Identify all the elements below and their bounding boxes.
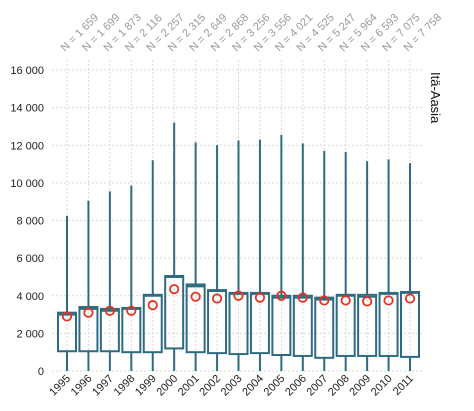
y-tick-label: 4 000 [16,291,44,303]
mean-marker [383,295,394,306]
box-2007 [314,150,335,371]
box-1997 [99,191,120,371]
box-series [57,122,420,371]
mean-marker [340,295,351,306]
mean-marker [276,290,287,301]
x-tick-label: 2002 [197,373,223,399]
mean-marker [126,305,137,316]
x-tick-label: 1996 [69,373,95,399]
box-2008 [335,151,356,371]
x-tick-label: 2006 [283,373,309,399]
box-2003 [228,140,249,371]
mean-marker [254,292,266,303]
x-tick-label: 1999 [133,373,159,399]
box-1998 [121,185,142,371]
x-tick-label: 2003 [219,373,245,399]
x-tick-label: 1995 [47,373,73,399]
y-tick-label: 0 [38,366,44,378]
box-body [142,293,163,354]
x-tick-label: 1998 [112,373,138,399]
mean-markers [61,284,416,322]
box-2000 [164,122,185,371]
y-tick-label: 6 000 [16,253,44,265]
mean-marker [233,290,244,301]
y-axis-tick-labels: 0 2 000 4 000 6 000 8 000 10 000 12 000 14 000 1… [10,65,44,378]
y-tick-label: 8 000 [16,216,44,228]
box-2002 [207,145,228,371]
x-tick-label: 2007 [305,373,331,399]
y-tick-label: 14 000 [10,103,44,115]
box-2005 [271,134,292,371]
x-tick-label: 2001 [176,373,202,399]
x-tick-label: 2010 [369,373,395,399]
y-tick-label: 16 000 [10,65,44,77]
box-2009 [357,161,378,371]
x-tick-label: 2005 [262,373,288,399]
x-tick-label: 2009 [347,373,373,399]
box-2011 [400,163,420,371]
x-tick-label: 2004 [240,373,266,399]
box-2010 [378,159,399,371]
mean-marker [61,311,73,322]
box-body [185,283,206,354]
mean-marker [362,296,373,307]
y-tick-label: 2 000 [16,328,44,340]
mean-marker [297,292,308,303]
mean-marker [319,295,330,306]
x-tick-label: 2008 [326,373,352,399]
mean-marker [83,307,94,318]
box-2001 [185,142,206,371]
x-axis-tick-labels: 1995199619971998199920002001200220032004… [47,373,416,399]
y-tick-label: 12 000 [10,140,44,152]
x-tick-label: 2000 [155,373,181,399]
mean-marker [147,300,158,311]
x-tick-label: 1997 [90,373,116,399]
box-2006 [292,143,313,371]
y-tick-label: 10 000 [10,178,44,190]
panel-label: Itä-Aasia [428,72,443,124]
mean-marker [404,293,416,304]
mean-marker [211,293,223,304]
x-tick-label: 2011 [391,373,416,398]
mean-marker [104,305,115,316]
mean-marker [190,291,201,302]
box-1999 [142,160,163,371]
box-1995 [57,215,77,371]
mean-marker [169,284,180,295]
